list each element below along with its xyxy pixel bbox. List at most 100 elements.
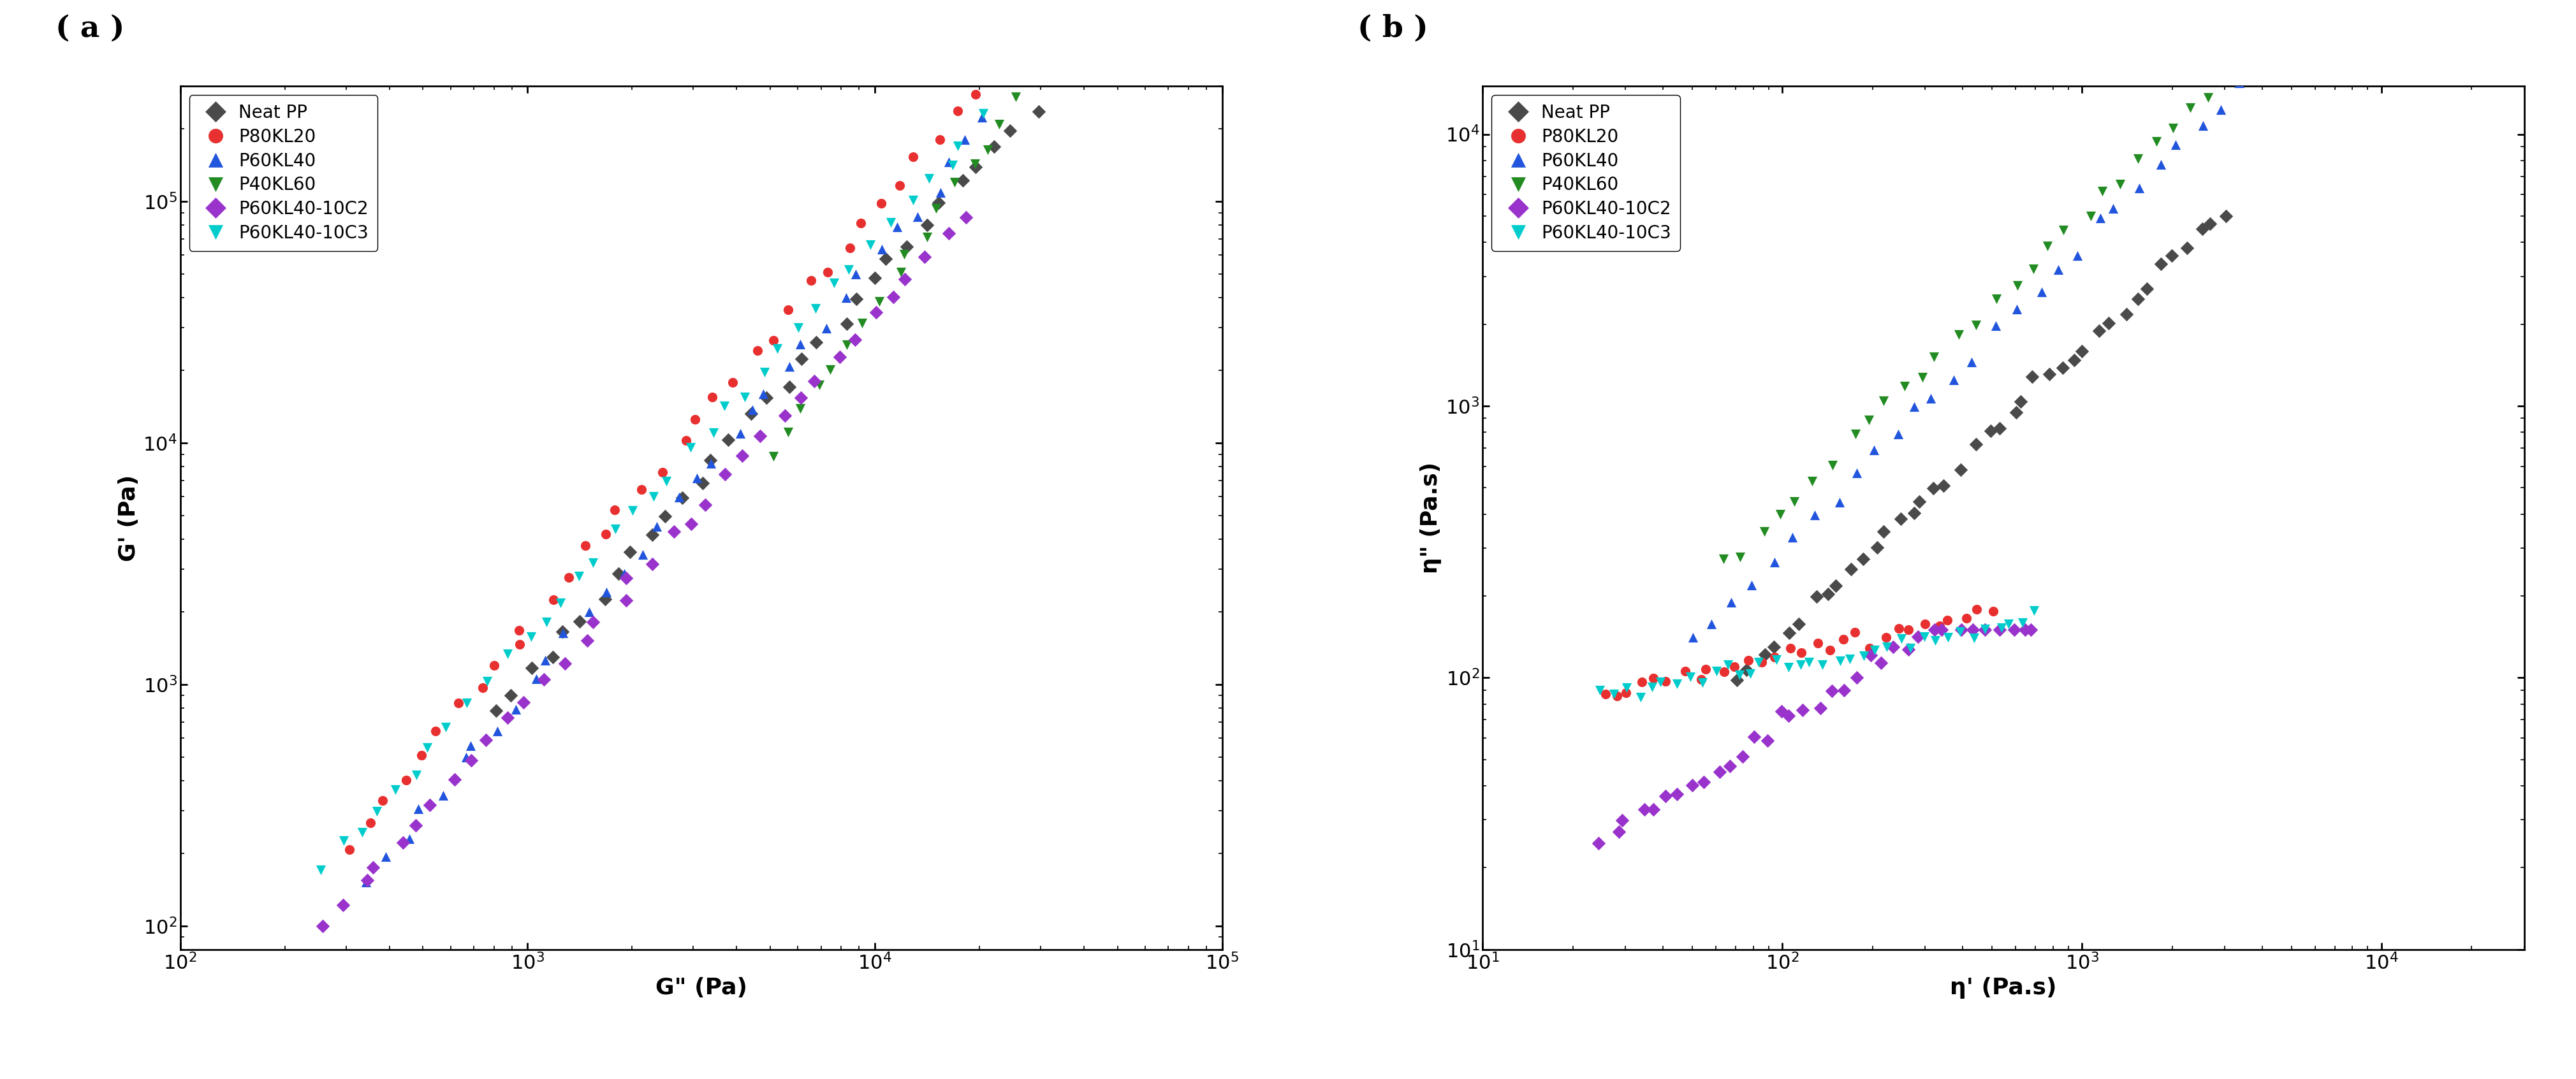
Point <box>495 701 536 719</box>
Point <box>907 229 948 246</box>
Point <box>670 516 711 533</box>
Point <box>386 771 428 789</box>
Point <box>884 271 925 288</box>
Point <box>461 679 502 696</box>
Point <box>1955 601 1996 618</box>
Point <box>974 138 1015 155</box>
Point <box>446 694 487 711</box>
Point <box>1682 673 1723 691</box>
Point <box>2079 322 2120 339</box>
Point <box>979 69 1020 86</box>
Point <box>1605 684 1646 701</box>
Text: ( a ): ( a ) <box>54 14 124 43</box>
Point <box>744 364 786 381</box>
Point <box>842 314 884 331</box>
Point <box>1965 622 2007 639</box>
Point <box>1819 652 1860 669</box>
Point <box>729 406 770 423</box>
Point <box>2190 215 2231 232</box>
Point <box>878 177 920 194</box>
Point <box>1844 647 1886 665</box>
Point <box>2182 117 2223 134</box>
Point <box>744 388 786 406</box>
Point <box>840 215 881 232</box>
Point <box>1772 529 1814 546</box>
Point <box>1579 834 1620 851</box>
Point <box>1788 653 1829 670</box>
Point <box>799 377 840 394</box>
Point <box>871 214 912 231</box>
Point <box>2223 49 2264 66</box>
Point <box>1811 682 1852 699</box>
Point <box>1767 708 1808 725</box>
Point <box>1942 622 1984 639</box>
Point <box>2141 155 2182 173</box>
Point <box>1744 523 1785 541</box>
Point <box>935 174 976 191</box>
Point <box>1777 615 1819 632</box>
Point <box>943 172 984 189</box>
Point <box>407 739 448 756</box>
Point <box>989 122 1030 139</box>
Point <box>1981 619 2022 637</box>
Point <box>806 263 848 281</box>
Point <box>2012 260 2053 277</box>
Point <box>474 657 515 674</box>
Point <box>1976 290 2017 308</box>
Point <box>860 241 902 258</box>
Point <box>533 591 574 609</box>
Point <box>945 208 987 226</box>
Point <box>1873 638 1914 655</box>
Point <box>510 659 551 677</box>
Point <box>909 169 951 187</box>
Point <box>1672 629 1713 646</box>
Point <box>920 131 961 148</box>
Point <box>1703 550 1744 568</box>
Point <box>1770 639 1811 656</box>
Point <box>1631 679 1672 696</box>
Point <box>1767 659 1808 677</box>
Point <box>2071 207 2112 224</box>
Point <box>2267 29 2308 46</box>
Point <box>956 86 997 104</box>
Point <box>2079 209 2120 227</box>
Point <box>1940 624 1981 641</box>
Point <box>1025 46 1066 64</box>
Point <box>835 290 876 308</box>
Point <box>569 603 611 620</box>
Point <box>966 141 1007 159</box>
Point <box>1739 654 1780 671</box>
Point <box>585 590 626 607</box>
Point <box>1852 441 1893 459</box>
Point <box>1850 646 1891 664</box>
Point <box>781 350 822 367</box>
Point <box>1816 577 1857 595</box>
Point <box>636 518 677 535</box>
Point <box>1780 644 1821 661</box>
Point <box>956 159 997 176</box>
Point <box>611 543 652 560</box>
Point <box>526 614 567 631</box>
Point <box>1597 687 1638 705</box>
Point <box>835 331 876 349</box>
Point <box>1646 672 1687 689</box>
Point <box>1728 665 1770 682</box>
Point <box>1914 479 1955 496</box>
Point <box>343 823 384 841</box>
Point <box>634 488 675 505</box>
Point <box>1759 505 1801 522</box>
Point <box>829 240 871 257</box>
Point <box>1579 682 1620 699</box>
Point <box>1924 477 1965 494</box>
Point <box>1672 777 1713 794</box>
Point <box>876 218 917 235</box>
Point <box>979 115 1020 133</box>
Point <box>595 502 636 519</box>
Point <box>1893 398 1935 415</box>
Point <box>1600 823 1641 841</box>
Point <box>2282 8 2324 25</box>
Point <box>466 732 507 749</box>
Point <box>605 592 647 610</box>
Point <box>585 525 626 543</box>
Point <box>389 830 430 847</box>
